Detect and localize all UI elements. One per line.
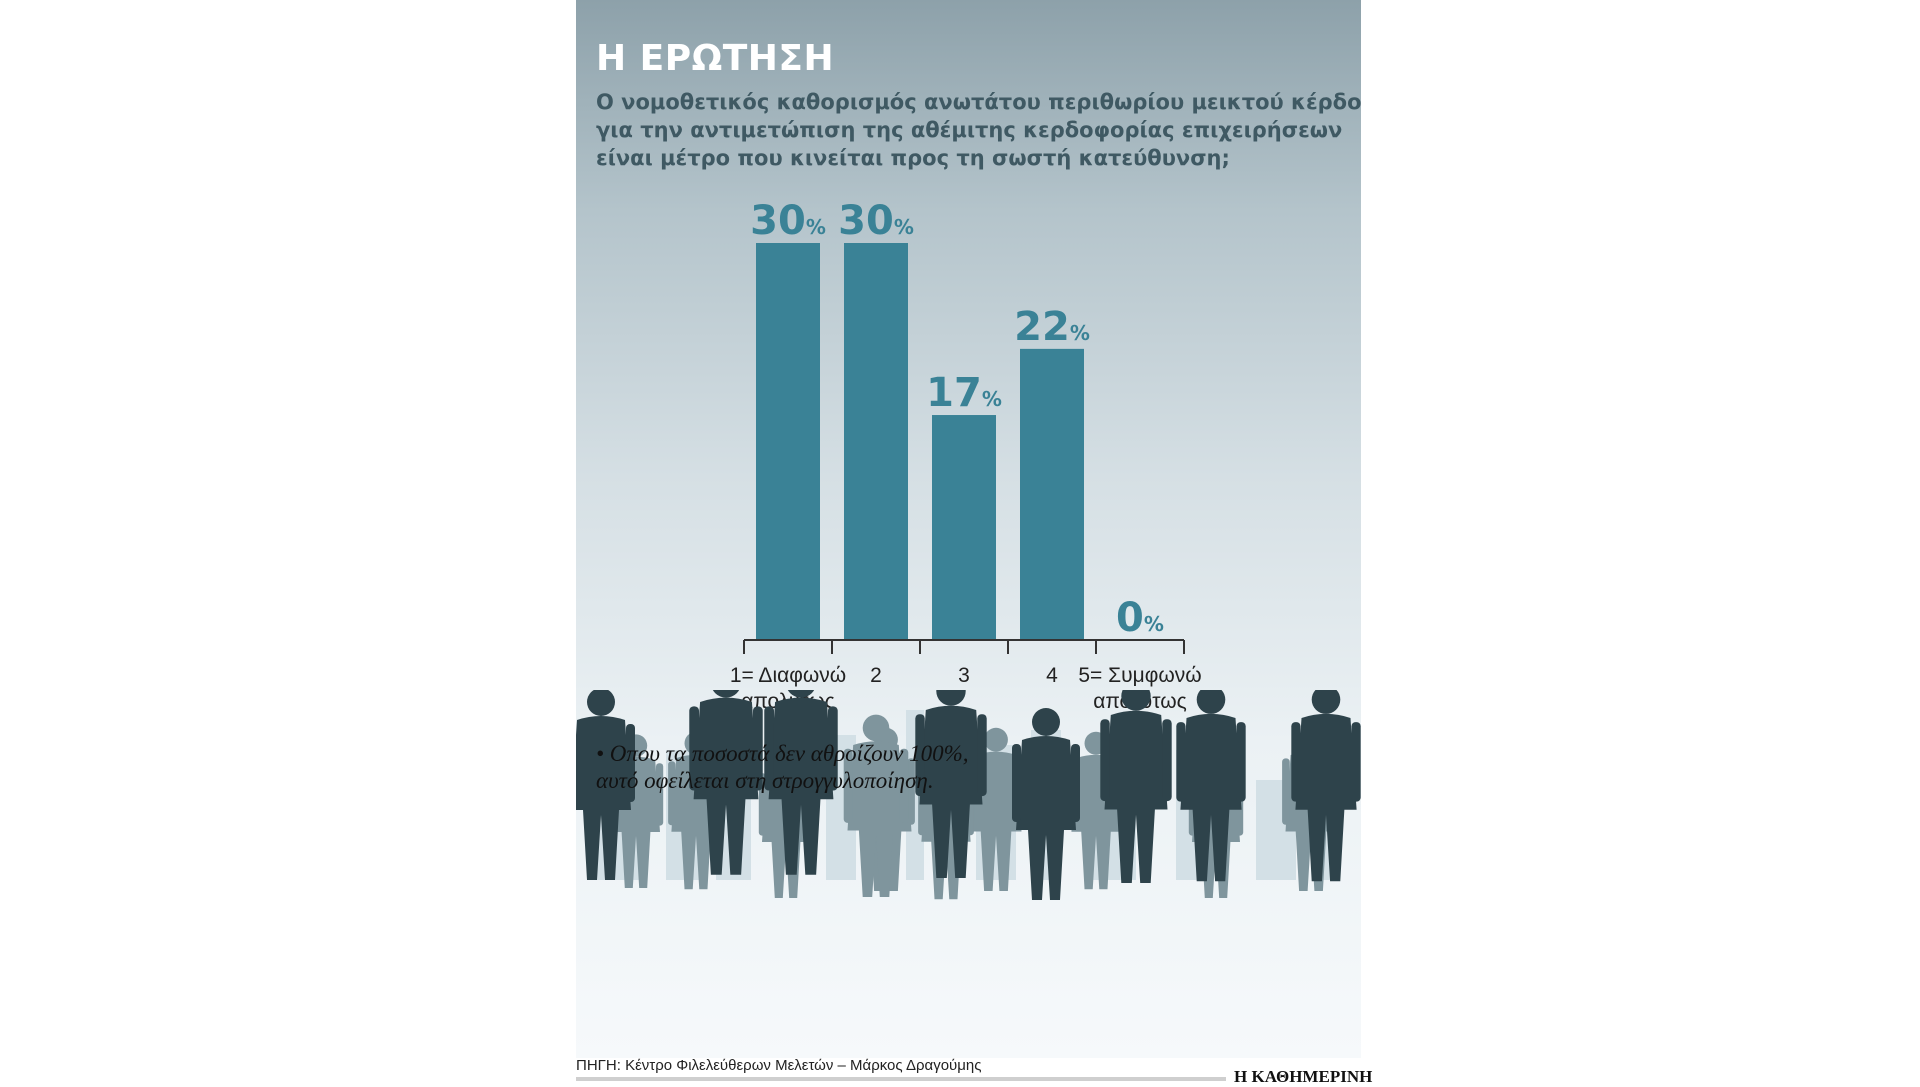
data-label-unit: % — [982, 387, 1002, 411]
question-line: Ο νομοθετικός καθορισμός ανωτάτου περιθω… — [596, 90, 1361, 114]
crowd-silhouette-illustration — [576, 690, 1361, 900]
footnote-line: • Οπου τα ποσοστά δεν αθροίζουν 100%, — [596, 741, 969, 766]
bar — [1020, 348, 1084, 640]
x-tick-label: 1= Διαφωνώ — [730, 664, 846, 687]
person-silhouette-icon — [764, 690, 838, 875]
x-tick-label: 3 — [958, 664, 970, 687]
data-label-unit: % — [806, 215, 826, 239]
person-silhouette-icon — [1291, 690, 1361, 882]
data-label: 17% — [926, 370, 1002, 416]
question-line: είναι μέτρο που κινείται προς τη σωστή κ… — [596, 146, 1230, 170]
data-label: 30% — [750, 198, 826, 244]
person-silhouette-icon — [689, 690, 763, 875]
data-label: 0% — [1116, 595, 1164, 641]
person-silhouette-icon — [576, 690, 635, 880]
person-silhouette-icon — [1012, 708, 1080, 900]
x-tick-label: 5= Συμφωνώ — [1078, 664, 1201, 687]
question-line: για την αντιμετώπιση της αθέμιτης κερδοφ… — [596, 118, 1343, 142]
bar — [932, 415, 996, 640]
rounding-footnote: • Οπου τα ποσοστά δεν αθροίζουν 100%, αυ… — [596, 740, 969, 794]
infographic-title: Η ΕΡΩΤΗΣΗ — [596, 38, 835, 79]
bar — [756, 243, 820, 640]
person-silhouette-icon — [1100, 690, 1172, 883]
person-silhouette-icon — [1176, 690, 1246, 882]
source-credit: ΠΗΓΗ: Κέντρο Φιλελεύθερων Μελετών – Μάρκ… — [576, 1057, 982, 1074]
bar-chart: 30%1= Διαφωνώαπολύτως30%217%322%40%5= Συ… — [730, 198, 1202, 713]
infographic-panel: Η ΕΡΩΤΗΣΗ Ο νομοθετικός καθορισμός ανωτά… — [576, 0, 1361, 1058]
data-label: 22% — [1014, 304, 1090, 350]
footer-rule — [576, 1077, 1226, 1081]
data-label-unit: % — [1070, 321, 1090, 345]
bar — [844, 243, 908, 640]
x-tick-label: 2 — [870, 664, 882, 687]
footnote-line: αυτό οφείλεται στη στρογγυλοποίηση. — [596, 768, 934, 793]
data-label: 30% — [838, 198, 914, 244]
x-tick-label: 4 — [1046, 664, 1058, 687]
person-silhouette-icon — [915, 690, 987, 878]
data-label-unit: % — [894, 215, 914, 239]
data-label-unit: % — [1144, 612, 1164, 636]
newspaper-logo: Η ΚΑΘΗΜΕΡΙΝΗ — [1234, 1067, 1373, 1086]
person-silhouette-icon — [843, 714, 909, 897]
survey-question: Ο νομοθετικός καθορισμός ανωτάτου περιθω… — [596, 88, 1361, 172]
